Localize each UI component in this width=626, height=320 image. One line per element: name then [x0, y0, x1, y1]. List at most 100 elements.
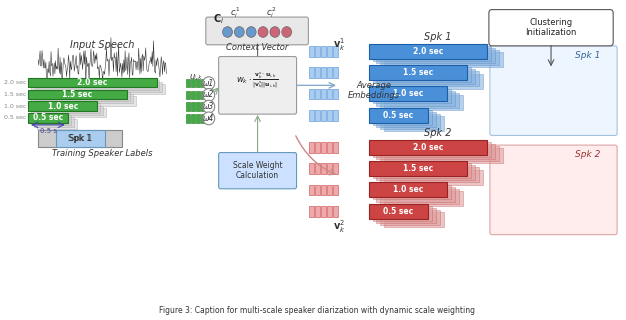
Bar [369, 108, 428, 123]
Bar [333, 163, 338, 174]
Bar [372, 46, 491, 61]
Bar [309, 142, 314, 153]
Text: $w_k \cdot \frac{\mathbf{v}^s_k \cdot \mathbf{u}_{i,k}}{|\mathbf{v}^s_k||\mathbf: $w_k \cdot \frac{\mathbf{v}^s_k \cdot \m… [236, 70, 279, 90]
Text: 1.5 sec: 1.5 sec [4, 92, 26, 97]
Bar [37, 108, 106, 117]
Text: Average
Embeddings: Average Embeddings [347, 81, 399, 100]
Bar [376, 91, 455, 106]
Bar [327, 89, 332, 99]
Bar [333, 206, 338, 217]
Bar [321, 67, 326, 78]
Bar [321, 110, 326, 121]
Bar [316, 67, 321, 78]
Bar [372, 163, 471, 178]
Bar [309, 163, 314, 174]
Bar [369, 161, 467, 176]
Bar [316, 142, 321, 153]
Text: Spk 2: Spk 2 [424, 128, 451, 138]
Bar [333, 142, 338, 153]
Bar [191, 79, 195, 87]
Text: 1.0 sec: 1.0 sec [393, 185, 423, 194]
Bar [381, 189, 459, 204]
Bar [28, 101, 97, 111]
Text: Spk 1: Spk 1 [69, 134, 92, 143]
FancyBboxPatch shape [206, 17, 309, 45]
Bar [384, 191, 463, 206]
Circle shape [203, 112, 215, 125]
Bar [333, 110, 338, 121]
Bar [309, 206, 314, 217]
Text: Scale Weight
Calculation: Scale Weight Calculation [233, 161, 282, 180]
Text: ω1: ω1 [203, 79, 214, 88]
Bar [333, 46, 338, 57]
Text: 1.5 sec: 1.5 sec [403, 164, 433, 173]
Bar [321, 163, 326, 174]
Bar [316, 163, 321, 174]
Bar [381, 93, 459, 108]
Bar [191, 102, 195, 111]
Bar [196, 91, 200, 99]
Bar [309, 67, 314, 78]
Bar [372, 67, 471, 82]
Bar [28, 113, 68, 123]
Bar [31, 80, 160, 90]
FancyBboxPatch shape [218, 153, 297, 189]
Bar [327, 142, 332, 153]
Bar [28, 78, 156, 87]
Bar [376, 165, 475, 180]
Bar [321, 185, 326, 195]
Circle shape [223, 27, 232, 37]
FancyBboxPatch shape [490, 46, 617, 135]
Bar [384, 148, 503, 163]
Bar [327, 185, 332, 195]
Text: $\mathbf{v}^2_k$: $\mathbf{v}^2_k$ [332, 218, 346, 235]
Bar [327, 110, 332, 121]
Text: 0.5 sec: 0.5 sec [383, 207, 413, 216]
FancyBboxPatch shape [490, 145, 617, 235]
Text: 1.5 sec: 1.5 sec [403, 68, 433, 77]
Bar [321, 46, 326, 57]
Circle shape [203, 89, 215, 101]
Circle shape [203, 100, 215, 113]
Text: ω3: ω3 [203, 102, 214, 111]
Bar [381, 210, 439, 225]
Bar [381, 114, 439, 129]
Bar [376, 112, 436, 127]
Text: Spk 2: Spk 2 [575, 150, 600, 159]
Circle shape [246, 27, 256, 37]
Bar [372, 89, 451, 103]
Bar [369, 65, 467, 80]
Bar [372, 142, 491, 157]
Text: 1.5 sec: 1.5 sec [63, 90, 93, 99]
Bar [206, 102, 210, 111]
Bar [327, 163, 332, 174]
Bar [34, 106, 103, 115]
Text: 2.0 sec: 2.0 sec [413, 143, 443, 152]
Bar [28, 90, 127, 99]
Bar [369, 140, 487, 155]
Bar [34, 94, 133, 103]
Bar [196, 79, 200, 87]
Bar [327, 206, 332, 217]
Text: 2.0 sec: 2.0 sec [413, 47, 443, 56]
FancyBboxPatch shape [218, 57, 297, 114]
Bar [321, 142, 326, 153]
Bar [376, 208, 436, 223]
Bar [376, 69, 475, 84]
Bar [56, 130, 105, 147]
Bar [186, 102, 190, 111]
Bar [191, 114, 195, 123]
Bar [369, 86, 448, 101]
Bar [381, 167, 479, 182]
Bar [201, 91, 205, 99]
Text: Spk 1: Spk 1 [424, 32, 451, 42]
Circle shape [270, 27, 280, 37]
Bar [372, 110, 432, 125]
Text: 2.0 sec: 2.0 sec [77, 78, 108, 87]
Text: uᵢ,ₖ: uᵢ,ₖ [190, 72, 202, 81]
Bar [34, 82, 162, 92]
Bar [384, 116, 444, 131]
Bar [186, 114, 190, 123]
Text: Figure 3: Caption for multi-scale speaker diarization with dynamic scale weighti: Figure 3: Caption for multi-scale speake… [159, 306, 475, 315]
Bar [384, 170, 483, 185]
